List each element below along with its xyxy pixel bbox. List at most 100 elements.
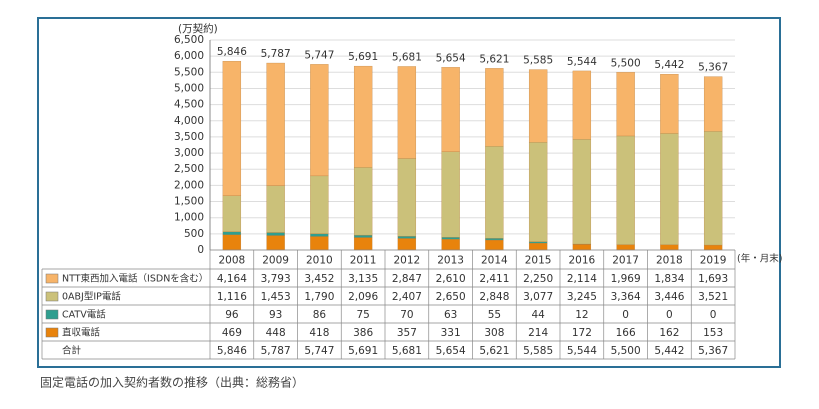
x-tick-label: 2014 [481, 255, 508, 267]
bar-segment [310, 64, 328, 176]
y-tick-label: 2,000 [174, 179, 204, 191]
bar-segment [529, 142, 547, 241]
x-tick-label: 2013 [437, 255, 464, 267]
table-value: 331 [441, 327, 461, 339]
table-value: 1,790 [304, 291, 334, 303]
bar-segment [529, 242, 547, 243]
legend-swatch [46, 328, 58, 337]
total-label: 5,367 [698, 62, 728, 74]
x-tick-label: 2012 [394, 255, 421, 267]
table-value: 5,691 [348, 345, 378, 357]
table-value: 3,364 [611, 291, 641, 303]
table-value: 1,693 [698, 273, 728, 285]
y-tick-label: 1,000 [174, 212, 204, 224]
bar-segment [354, 238, 372, 250]
table-value: 4,164 [217, 273, 247, 285]
y-tick-label: 5,000 [174, 82, 204, 94]
table-value: 5,747 [304, 345, 334, 357]
table-value: 5,544 [567, 345, 597, 357]
bar-segment [573, 71, 591, 139]
table-value: 3,452 [304, 273, 334, 285]
table-value: 308 [484, 327, 504, 339]
table-value: 2,848 [479, 291, 509, 303]
y-tick-label: 4,000 [174, 115, 204, 127]
bar-segment [354, 235, 372, 237]
table-value: 63 [444, 309, 457, 321]
table-value: 5,367 [698, 345, 728, 357]
table-value: 448 [266, 327, 286, 339]
bar-segment [617, 245, 635, 250]
table-value: 55 [488, 309, 501, 321]
table-value: 1,453 [261, 291, 291, 303]
x-tick-label: 2017 [612, 255, 639, 267]
table-value: 214 [528, 327, 548, 339]
table-value: 5,846 [217, 345, 247, 357]
table-value: 2,650 [436, 291, 466, 303]
bar-segment [529, 243, 547, 250]
legend-swatch [46, 292, 58, 301]
bar-segment [485, 146, 503, 238]
total-label: 5,442 [654, 59, 684, 71]
legend-swatch [46, 310, 58, 319]
table-value: 5,681 [392, 345, 422, 357]
table-value: 12 [575, 309, 588, 321]
bar-segment [442, 152, 460, 238]
y-tick-label: 2,500 [174, 163, 204, 175]
total-label: 5,621 [479, 53, 509, 65]
y-tick-label: 0 [197, 244, 204, 256]
y-tick-label: 3,000 [174, 147, 204, 159]
bar-segment [398, 158, 416, 236]
total-label: 5,654 [436, 52, 466, 64]
table-value: 2,250 [523, 273, 553, 285]
bar-segment [660, 133, 678, 244]
bar-segment [660, 74, 678, 133]
table-value: 162 [659, 327, 679, 339]
table-value: 2,847 [392, 273, 422, 285]
table-value: 5,585 [523, 345, 553, 357]
x-tick-label: 2011 [350, 255, 377, 267]
table-value: 3,446 [654, 291, 684, 303]
table-value: 153 [703, 327, 723, 339]
table-value: 2,407 [392, 291, 422, 303]
total-label: 5,747 [304, 49, 334, 61]
bar-segment [267, 233, 285, 236]
legend-label: 直収電話 [62, 327, 101, 339]
table-value: 1,834 [654, 273, 684, 285]
y-tick-label: 3,500 [174, 131, 204, 143]
table-value: 3,793 [261, 273, 291, 285]
table-value: 2,096 [348, 291, 378, 303]
bar-segment [223, 235, 241, 250]
bar-segment [529, 70, 547, 143]
x-tick-label: 2008 [219, 255, 246, 267]
y-tick-label: 6,500 [174, 34, 204, 46]
total-label: 5,585 [523, 55, 553, 67]
bar-segment [398, 238, 416, 250]
bar-segment [398, 66, 416, 158]
table-value: 1,969 [611, 273, 641, 285]
table-value: 1,116 [217, 291, 247, 303]
table-value: 5,654 [436, 345, 466, 357]
table-value: 96 [225, 309, 239, 321]
table-value: 93 [269, 309, 282, 321]
table-value: 418 [309, 327, 329, 339]
bar-segment [442, 237, 460, 239]
table-value: 0 [666, 309, 673, 321]
table-value: 5,621 [479, 345, 509, 357]
bar-segment [354, 167, 372, 235]
x-tick-label: 2016 [569, 255, 596, 267]
table-value: 3,245 [567, 291, 597, 303]
total-label: 5,544 [567, 56, 597, 68]
table-value: 0 [710, 309, 717, 321]
total-label: 5,691 [348, 51, 378, 63]
bar-segment [223, 232, 241, 235]
bar-segment [573, 139, 591, 244]
caption: 固定電話の加入契約者数の推移（出典：総務省） [40, 375, 304, 390]
table-value: 386 [353, 327, 373, 339]
bar-segment [310, 234, 328, 237]
bar-segment [485, 68, 503, 146]
table-value: 3,521 [698, 291, 728, 303]
table-value: 166 [616, 327, 636, 339]
x-tick-label: 2019 [700, 255, 727, 267]
table-value: 5,442 [654, 345, 684, 357]
